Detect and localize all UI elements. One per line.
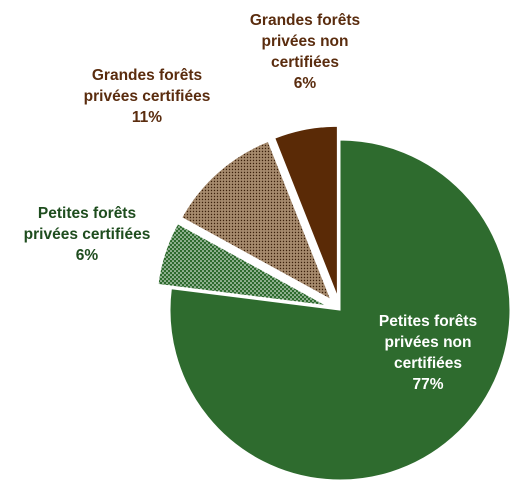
pie-slice — [169, 139, 511, 481]
pie-slice — [181, 140, 332, 301]
slice-percent: 6% — [294, 75, 317, 92]
slice-label-line: Petites forêts — [38, 205, 136, 222]
slice-label: Grandes forêts privées non certifiées 6% — [250, 12, 360, 92]
slice-label-line: privées certifiées — [84, 88, 211, 105]
slice-label-line: Grandes forêts — [92, 67, 202, 84]
slice-label-line: Grandes forêts — [250, 12, 360, 29]
slice-percent: 77% — [412, 376, 443, 393]
slice-label-line: certifiées — [394, 355, 462, 372]
slice-label-line: Petites forêts — [379, 313, 477, 330]
slice-label-line: privées non — [262, 33, 349, 50]
pie-slice — [274, 125, 338, 297]
slice-label: Petites forêts privées non certifiées 77% — [379, 313, 477, 393]
slice-label-line: privées non — [385, 334, 472, 351]
slice-label: Grandes forêts privées certifiées 11% — [84, 67, 211, 126]
pie-slice — [157, 223, 327, 307]
slice-label-line: privées certifiées — [24, 226, 151, 243]
slice-label-line: certifiées — [271, 54, 339, 71]
slice-label: Petites forêts privées certifiées 6% — [24, 205, 151, 264]
slice-percent: 6% — [76, 247, 99, 264]
slice-percent: 11% — [132, 109, 162, 126]
